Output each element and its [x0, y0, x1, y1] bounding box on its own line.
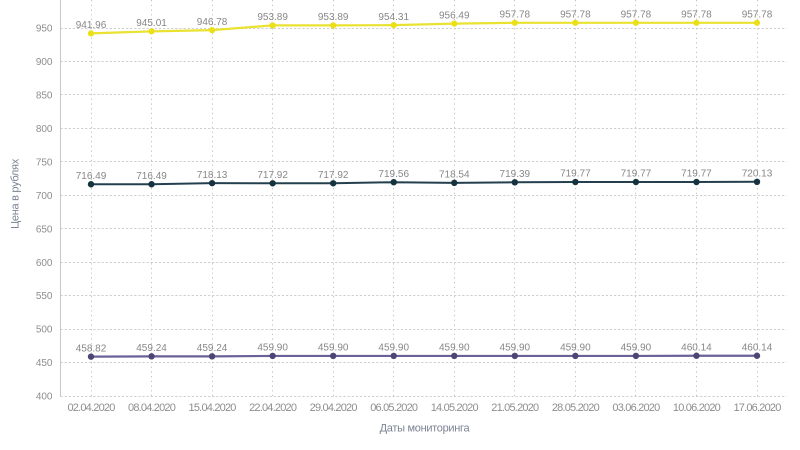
svg-text:459.90: 459.90 — [621, 343, 652, 354]
svg-text:459.24: 459.24 — [197, 343, 228, 354]
svg-text:718.13: 718.13 — [197, 170, 228, 181]
svg-text:459.90: 459.90 — [257, 343, 288, 354]
svg-text:953.89: 953.89 — [318, 12, 349, 23]
svg-text:Цена в рублях: Цена в рублях — [10, 158, 22, 229]
svg-text:720.13: 720.13 — [742, 169, 773, 180]
svg-text:17.06.2020: 17.06.2020 — [733, 402, 781, 414]
svg-text:954.31: 954.31 — [378, 12, 409, 23]
svg-text:717.92: 717.92 — [257, 170, 288, 181]
svg-text:459.90: 459.90 — [318, 343, 349, 354]
svg-text:459.90: 459.90 — [500, 343, 531, 354]
svg-text:15.04.2020: 15.04.2020 — [189, 402, 237, 414]
svg-text:900: 900 — [36, 57, 53, 68]
svg-text:650: 650 — [36, 224, 53, 235]
svg-text:946.78: 946.78 — [197, 17, 228, 28]
svg-text:716.49: 716.49 — [76, 171, 107, 182]
svg-text:941.96: 941.96 — [76, 20, 107, 31]
svg-text:458.82: 458.82 — [76, 343, 107, 354]
svg-text:719.77: 719.77 — [681, 169, 712, 180]
svg-text:500: 500 — [36, 325, 53, 336]
svg-text:950: 950 — [36, 24, 53, 35]
svg-text:08.04.2020: 08.04.2020 — [128, 402, 176, 414]
svg-text:957.78: 957.78 — [681, 9, 712, 20]
svg-text:956.49: 956.49 — [439, 10, 470, 21]
svg-text:21.05.2020: 21.05.2020 — [491, 402, 539, 414]
svg-text:719.56: 719.56 — [378, 169, 409, 180]
svg-text:28.05.2020: 28.05.2020 — [552, 402, 600, 414]
svg-text:957.78: 957.78 — [500, 9, 531, 20]
svg-text:14.05.2020: 14.05.2020 — [431, 402, 479, 414]
svg-text:459.24: 459.24 — [136, 343, 167, 354]
svg-text:600: 600 — [36, 258, 53, 269]
svg-text:459.90: 459.90 — [378, 343, 409, 354]
svg-text:550: 550 — [36, 291, 53, 302]
svg-text:945.01: 945.01 — [136, 18, 167, 29]
svg-text:957.78: 957.78 — [742, 9, 773, 20]
svg-text:03.06.2020: 03.06.2020 — [612, 402, 660, 414]
svg-text:850: 850 — [36, 91, 53, 102]
svg-text:Даты мониторинга: Даты мониторинга — [380, 423, 471, 435]
svg-text:29.04.2020: 29.04.2020 — [310, 402, 358, 414]
svg-text:10.06.2020: 10.06.2020 — [673, 402, 721, 414]
svg-text:719.77: 719.77 — [560, 169, 591, 180]
svg-text:459.90: 459.90 — [439, 343, 470, 354]
svg-text:400: 400 — [36, 392, 53, 403]
svg-text:716.49: 716.49 — [136, 171, 167, 182]
svg-text:953.89: 953.89 — [257, 12, 288, 23]
svg-text:460.14: 460.14 — [681, 342, 712, 353]
svg-text:450: 450 — [36, 358, 53, 369]
svg-text:22.04.2020: 22.04.2020 — [249, 402, 297, 414]
svg-text:718.54: 718.54 — [439, 170, 470, 181]
svg-text:459.90: 459.90 — [560, 343, 591, 354]
svg-text:800: 800 — [36, 124, 53, 135]
svg-text:957.78: 957.78 — [560, 9, 591, 20]
svg-text:717.92: 717.92 — [318, 170, 349, 181]
svg-text:460.14: 460.14 — [742, 342, 773, 353]
svg-text:06.05.2020: 06.05.2020 — [370, 402, 418, 414]
svg-text:719.39: 719.39 — [500, 169, 531, 180]
svg-text:02.04.2020: 02.04.2020 — [67, 402, 115, 414]
svg-text:750: 750 — [36, 157, 53, 168]
svg-text:700: 700 — [36, 191, 53, 202]
svg-text:957.78: 957.78 — [621, 9, 652, 20]
svg-text:719.77: 719.77 — [621, 169, 652, 180]
